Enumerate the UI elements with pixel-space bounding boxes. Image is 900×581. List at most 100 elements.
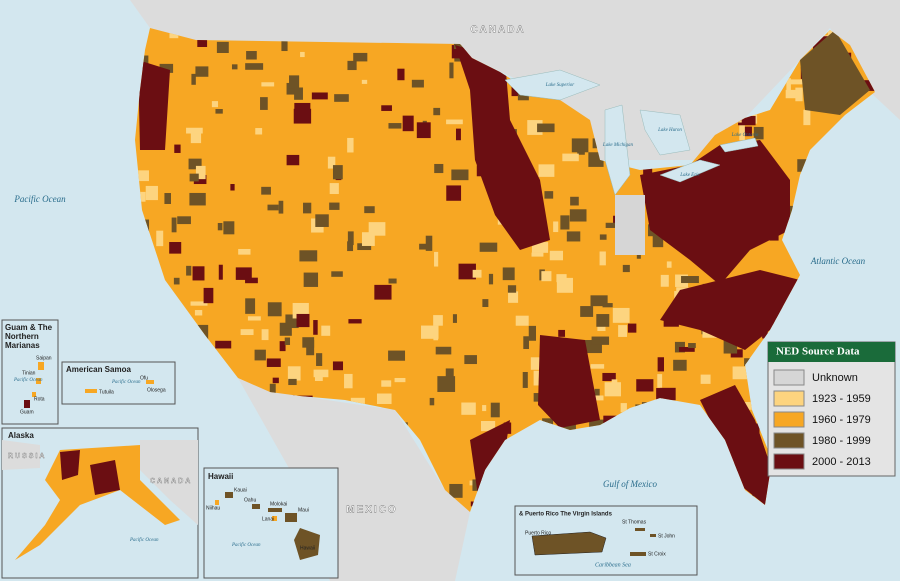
patch — [449, 62, 454, 79]
patch — [334, 94, 349, 102]
patch — [231, 64, 238, 70]
patch — [688, 343, 696, 349]
patch — [656, 388, 662, 401]
patch — [599, 251, 606, 266]
patch — [313, 369, 329, 378]
patch — [590, 364, 605, 369]
conterminous-us — [135, 28, 875, 512]
patch — [261, 329, 269, 341]
inset-hawaii: Hawaii Kauai Niihau Oahu Molokai Lanai M… — [203, 467, 339, 579]
ocean-label: Pacific Ocean — [13, 378, 43, 383]
patch — [364, 206, 375, 214]
patch — [302, 337, 315, 348]
patch — [611, 379, 618, 391]
inset-puerto-rico: & Puerto Rico The Virgin Islands Puerto … — [514, 505, 698, 576]
island — [531, 531, 607, 556]
patch — [294, 87, 303, 100]
patch — [216, 41, 229, 53]
inset-guam: Guam & The Northern Marianas Saipan Tinian… — [1, 319, 59, 425]
patch — [533, 370, 539, 386]
patch — [531, 242, 549, 253]
patch — [562, 153, 579, 162]
patch — [402, 115, 414, 132]
patch — [361, 232, 375, 246]
patch — [397, 68, 405, 81]
island — [630, 552, 646, 556]
patch — [594, 388, 600, 397]
patch — [174, 144, 181, 153]
patch — [753, 126, 764, 140]
patch — [193, 174, 207, 185]
patch — [245, 298, 256, 314]
region — [660, 270, 800, 350]
title-line: Marianas — [5, 341, 40, 350]
patch — [636, 379, 654, 392]
patch — [344, 373, 353, 389]
patch — [541, 271, 552, 282]
patch — [636, 253, 641, 259]
patch — [433, 107, 441, 116]
patch — [247, 316, 261, 321]
patch — [303, 202, 312, 214]
legend-label: 1960 - 1979 — [812, 414, 871, 426]
patch — [577, 139, 585, 155]
island — [24, 400, 30, 408]
patch — [266, 358, 281, 367]
legend-label: 1980 - 1999 — [812, 435, 871, 447]
patch — [255, 128, 263, 135]
patch — [211, 101, 219, 108]
patch — [388, 123, 402, 129]
place: Guam — [20, 409, 34, 415]
inset-title: & Puerto Rico The Virgin Islands — [519, 512, 613, 518]
region — [615, 195, 645, 255]
patch — [652, 231, 664, 248]
patch — [381, 380, 392, 387]
patch — [560, 215, 570, 230]
place: Kauai — [234, 487, 247, 493]
patch — [218, 264, 223, 280]
patch — [314, 376, 323, 381]
patch — [215, 340, 232, 349]
patch — [488, 273, 494, 285]
place: Tinian — [22, 370, 36, 376]
patch — [288, 378, 297, 386]
island — [285, 513, 297, 522]
country-label: CANADA — [470, 25, 525, 36]
patch — [203, 287, 214, 304]
patch — [445, 368, 454, 378]
lake-label: Lake Erie — [679, 173, 700, 178]
patch — [192, 266, 205, 281]
patch — [673, 359, 687, 371]
title-line: Guam & The — [5, 323, 53, 332]
place: St John — [658, 533, 675, 539]
patch — [660, 387, 676, 401]
patch — [303, 272, 319, 287]
patch — [599, 234, 607, 240]
country-label: RUSSIA — [8, 453, 46, 460]
patch — [135, 170, 149, 182]
patch — [740, 402, 758, 410]
patch — [353, 52, 368, 62]
patch — [591, 336, 610, 345]
inset-samoa: American Samoa Tutuila Ofu Olosega Pacif… — [61, 361, 176, 405]
inset-frame — [203, 467, 339, 579]
patch — [553, 221, 559, 233]
island — [38, 362, 44, 370]
patch — [169, 32, 179, 39]
patch — [279, 341, 286, 352]
patch — [332, 361, 344, 371]
patch — [627, 323, 637, 333]
legend: NED Source Data Unknown 1923 - 1959 1960 -… — [767, 341, 896, 477]
title-line: Northern — [5, 332, 39, 341]
alaska-land — [15, 445, 180, 560]
place: Ofu — [140, 375, 148, 381]
inset-frame — [61, 361, 176, 405]
patch — [189, 173, 199, 182]
patch — [429, 397, 435, 406]
patch — [347, 231, 354, 246]
patch — [700, 374, 711, 384]
canada-land — [140, 440, 198, 525]
island — [85, 389, 97, 393]
patch — [260, 97, 268, 110]
patch — [434, 163, 444, 174]
